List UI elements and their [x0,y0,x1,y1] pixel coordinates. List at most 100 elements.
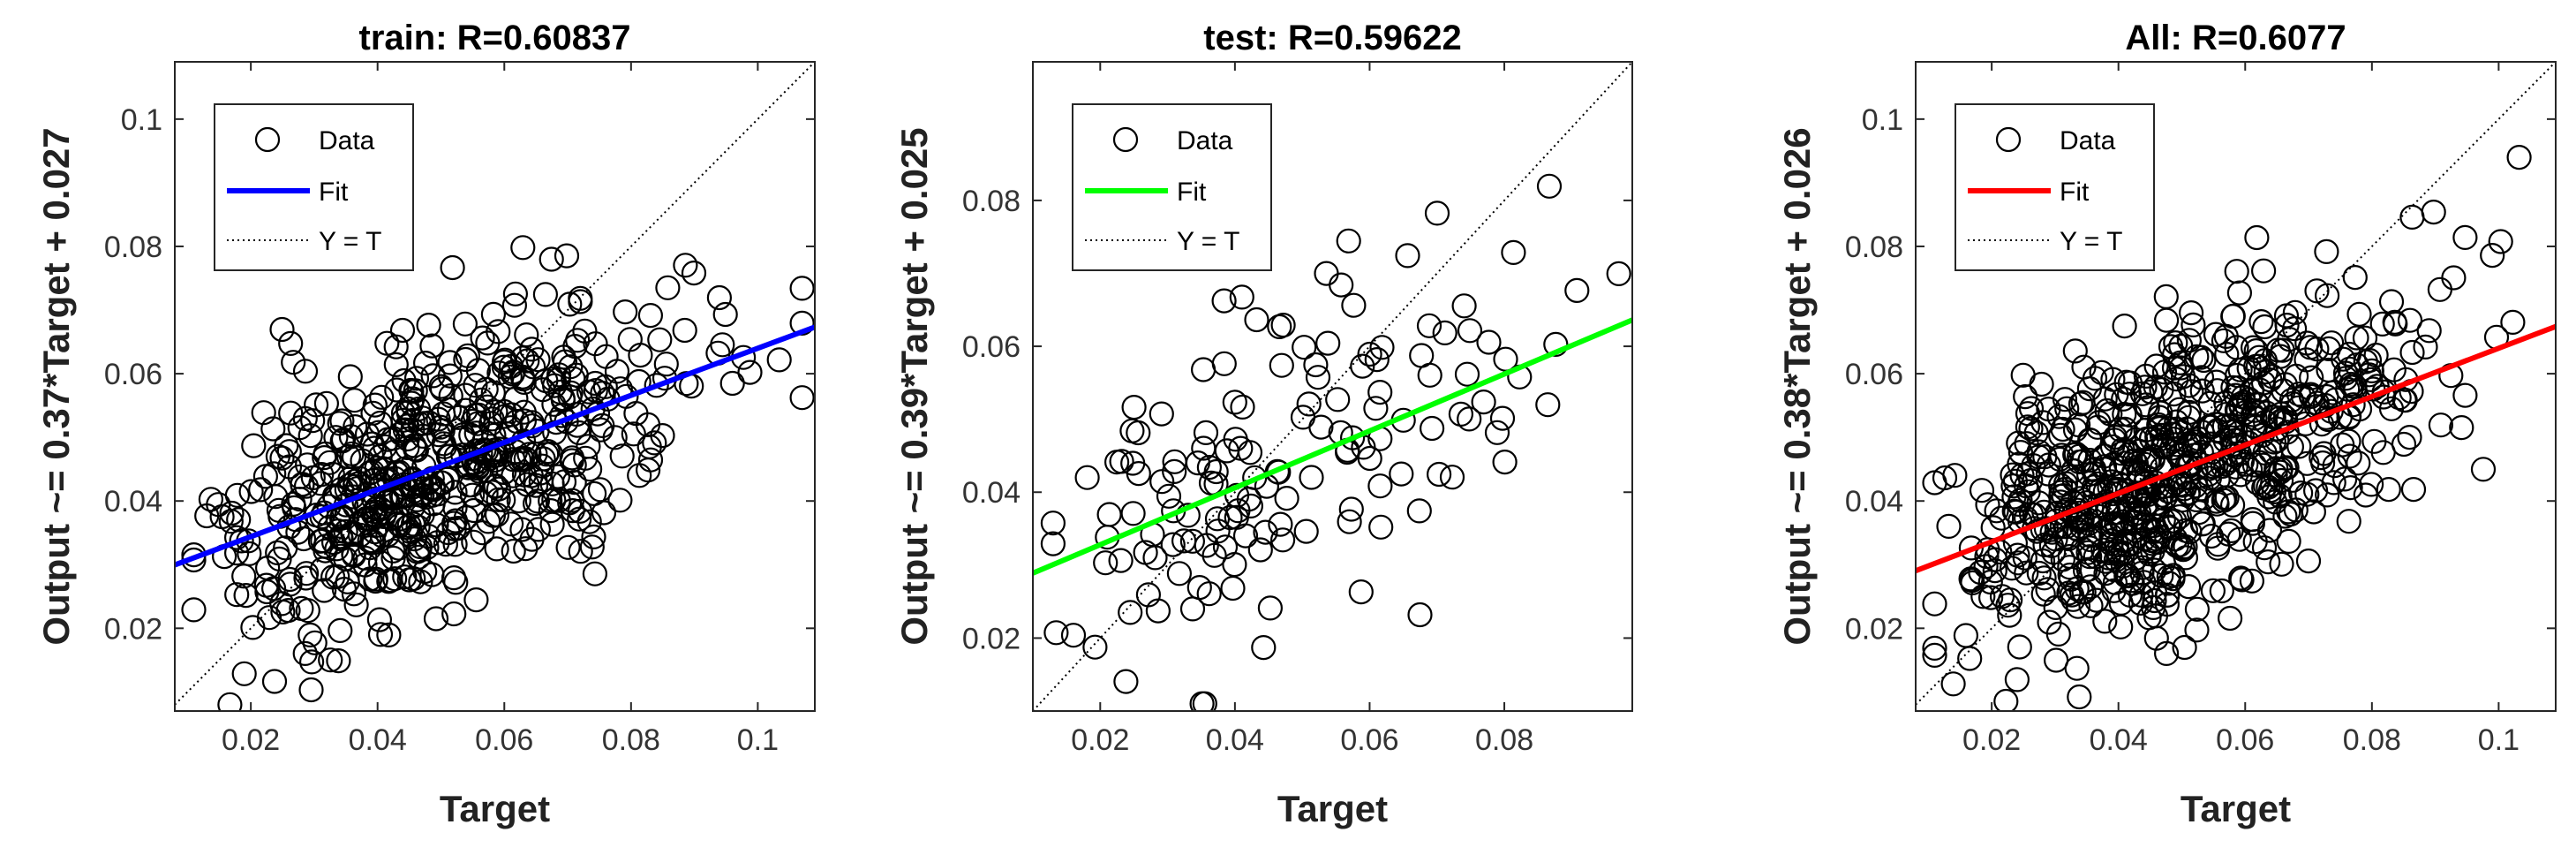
data-point [1969,478,1995,503]
data-point [2342,265,2368,291]
data-point [2382,309,2407,335]
data-point [2164,367,2189,392]
data-point [2155,582,2181,608]
data-point [2352,325,2378,351]
data-point [1564,277,1590,303]
data-point [1426,461,1452,488]
data-point [459,482,486,508]
data-point [2176,399,2202,425]
data-point [2172,634,2197,661]
data-point [2052,387,2078,412]
data-point [2132,375,2158,400]
data-point [642,430,667,456]
y-tick-label: 0.02 [962,622,1021,655]
data-point [1535,392,1561,418]
chart-title: test: R=0.59622 [1203,19,1461,57]
data-point [1341,292,1367,318]
data-point [2000,473,2026,499]
data-point [2026,560,2052,586]
data-point [1432,320,1457,345]
data-point [1922,591,1947,617]
data-point [2062,417,2089,443]
y-tick-label: 0.04 [104,485,162,518]
legend-label: Data [1177,126,1233,155]
data-point [367,443,393,470]
data-point [313,390,339,416]
data-point [294,561,320,586]
data-point [554,243,580,269]
data-point [367,622,394,647]
data-point [2259,404,2285,429]
data-point [2321,470,2346,496]
data-point [528,469,554,495]
data-point [2070,390,2096,415]
data-point [617,327,643,352]
data-point [2251,258,2277,284]
data-point [2216,521,2241,547]
data-point [1501,239,1526,265]
data-point [328,617,353,644]
data-point [2314,383,2339,410]
data-point [224,482,250,508]
legend-label: Fit [1177,178,1207,207]
data-point [1060,623,1087,648]
data-point [1484,420,1510,445]
data-point [2018,396,2045,421]
data-point [2062,442,2088,468]
x-tick-label: 0.1 [737,723,779,757]
data-point [328,543,354,569]
data-point [2413,334,2438,359]
data-point [2161,355,2188,381]
data-point [706,284,733,311]
data-point [681,261,707,286]
data-point [2114,478,2140,504]
data-point [2361,428,2387,454]
data-point [2142,580,2168,606]
data-point [480,503,507,528]
data-point [2294,330,2320,356]
data-point [607,488,633,513]
data-point [2164,416,2189,442]
data-point [2150,507,2176,533]
data-point [452,311,478,337]
data-point [376,569,402,594]
data-point [1222,551,1247,578]
data-point [392,564,418,590]
data-point [1363,396,1389,421]
data-point [1264,458,1291,485]
data-point [277,566,303,593]
data-point [1118,600,1143,625]
data-point [2309,412,2335,437]
data-point [2060,458,2086,484]
data-point [2006,430,2031,456]
data-point [2014,431,2039,457]
data-point [2340,392,2366,418]
data-point [2156,564,2181,590]
data-point [2276,528,2301,555]
y-tick-label: 0.06 [962,330,1021,364]
data-point [2353,482,2378,508]
data-point [2007,634,2032,660]
data-point [1196,454,1223,480]
data-point [2397,425,2422,450]
data-point [471,437,497,463]
data-point [1984,498,2009,524]
data-point [2158,508,2184,534]
data-point [278,330,304,356]
data-point [2229,567,2255,593]
data-point [281,491,306,517]
data-point [295,452,320,478]
data-point [1149,401,1174,427]
data-point [1922,635,1947,662]
data-point [2427,276,2452,302]
x-tick-label: 0.1 [2478,723,2520,757]
data-point [486,360,512,386]
data-point [2005,542,2030,568]
data-point [2133,417,2158,443]
data-point [287,464,313,489]
data-point [420,363,446,389]
data-point [565,328,591,353]
data-point [2161,382,2187,407]
data-point [343,592,369,617]
data-point [1492,449,1518,475]
